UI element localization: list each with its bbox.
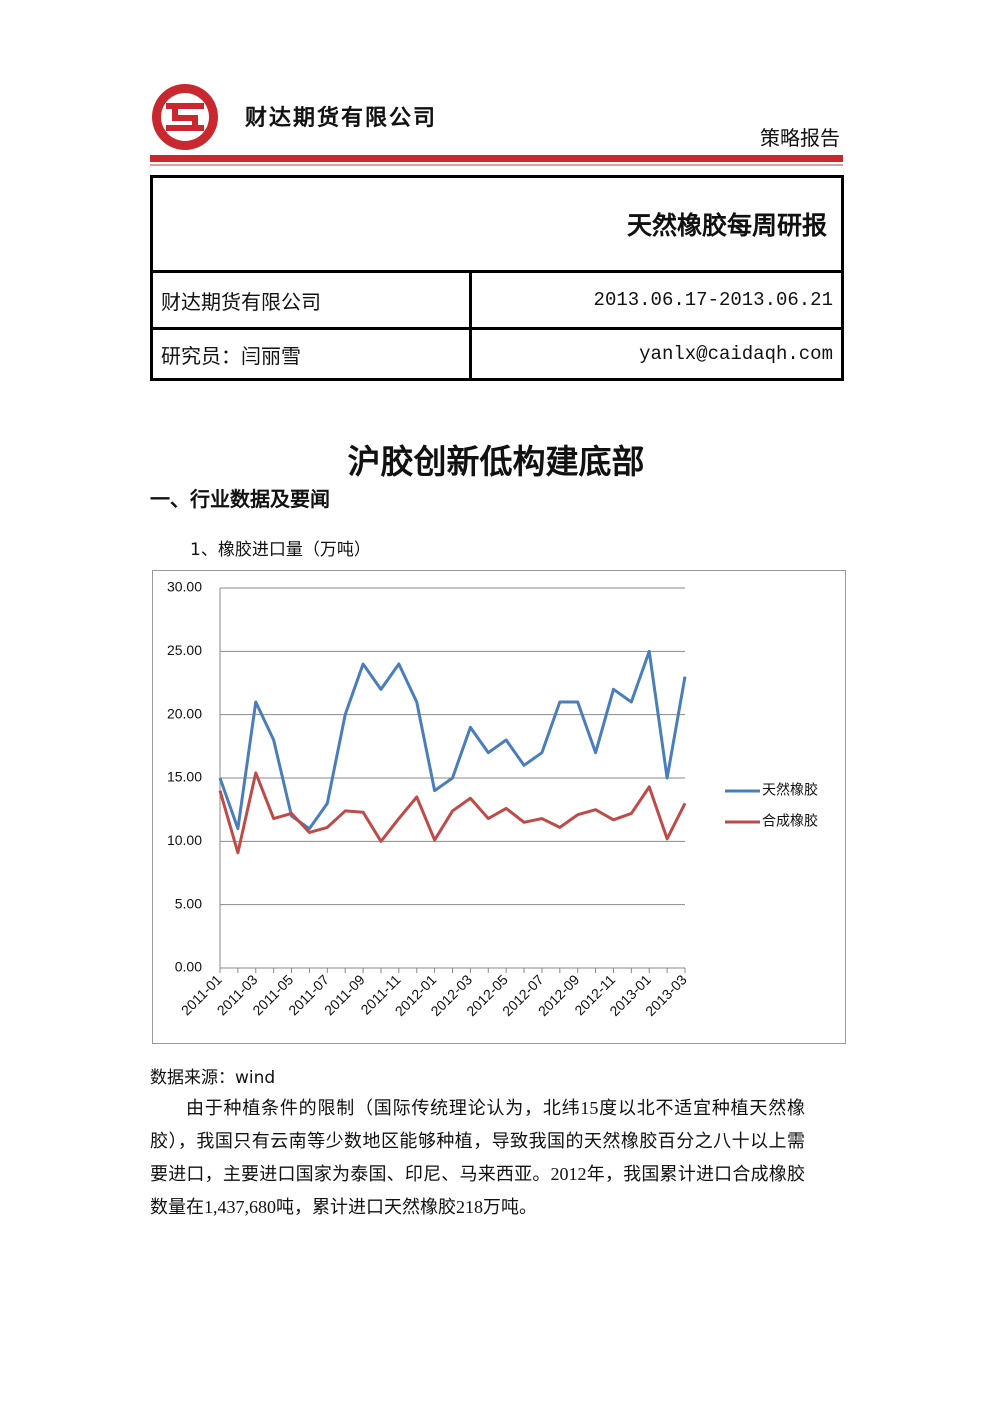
- legend-label: 天然橡胶: [762, 782, 818, 798]
- y-tick-label: 10.00: [167, 832, 202, 848]
- info-table: 天然橡胶每周研报 财达期货有限公司 2013.06.17-2013.06.21 研…: [150, 175, 844, 381]
- y-tick-label: 20.00: [167, 705, 202, 721]
- series-line: [218, 771, 687, 855]
- company-name: 财达期货有限公司: [245, 106, 438, 131]
- y-tick-label: 25.00: [167, 642, 202, 658]
- y-tick-label: 0.00: [175, 959, 202, 975]
- header-rule-thin: [150, 164, 843, 166]
- logo: [152, 84, 218, 150]
- section-heading: 一、行业数据及要闻: [150, 487, 330, 511]
- y-tick-label: 15.00: [167, 769, 202, 785]
- report-type: 策略报告: [760, 126, 840, 150]
- y-tick-label: 5.00: [175, 895, 202, 911]
- cell: yanlx@caidaqh.com: [469, 327, 844, 381]
- data-source: 数据来源：wind: [150, 1068, 276, 1088]
- cell: 财达期货有限公司: [150, 270, 472, 330]
- cell: 研究员：闫丽雪: [150, 327, 472, 381]
- header-rule: [150, 155, 843, 162]
- cell: 2013.06.17-2013.06.21: [469, 270, 844, 330]
- headline: 沪胶创新低构建底部: [347, 445, 645, 481]
- chart: 0.005.0010.0015.0020.0025.0030.002011-01…: [152, 570, 846, 1044]
- report-title: 天然橡胶每周研报: [150, 175, 844, 273]
- paragraph: 由于种植条件的限制（国际传统理论认为，北纬15度以北不适宜种植天然橡胶），我国只…: [150, 1098, 805, 1217]
- chart-caption: 1、橡胶进口量（万吨）: [190, 540, 371, 560]
- y-tick-label: 30.00: [167, 579, 202, 595]
- legend-label: 合成橡胶: [762, 813, 818, 829]
